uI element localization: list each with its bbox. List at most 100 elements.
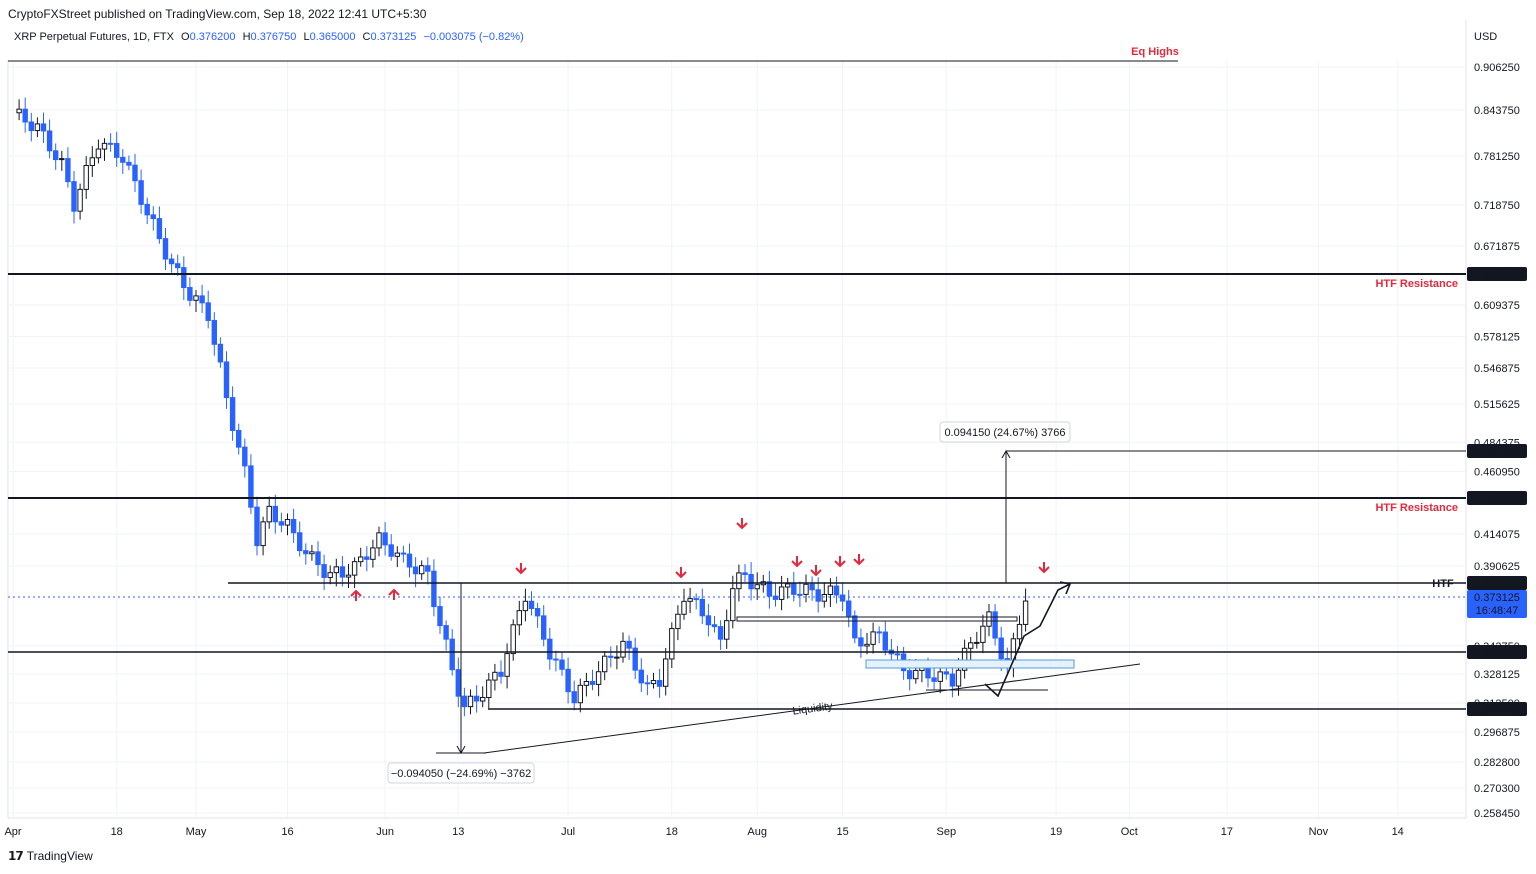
candle [846, 589, 852, 628]
candle-body [461, 695, 468, 708]
candle [132, 153, 138, 193]
candle [400, 545, 407, 563]
candle [333, 558, 340, 587]
open-value: 0.376200 [189, 31, 236, 43]
candle-body [687, 598, 693, 602]
candle [577, 678, 583, 713]
candle-body [242, 446, 248, 467]
candle-body [278, 521, 285, 526]
candle-body [516, 610, 522, 626]
price-tick: 0.781250 [1474, 151, 1520, 163]
candle-body [162, 238, 169, 260]
time-tick: May [186, 826, 207, 838]
candle-body [364, 556, 370, 560]
candle [382, 522, 388, 556]
candle [248, 454, 254, 514]
footer-brand: TradingView [26, 849, 93, 863]
candle-body [528, 600, 535, 610]
candle-body [412, 566, 419, 575]
candle-body [284, 518, 291, 526]
red-up-arrow-icon [388, 588, 400, 600]
candle-body [114, 142, 120, 158]
candle [278, 512, 285, 533]
candle [144, 197, 150, 225]
candle-body [968, 642, 974, 649]
candle-body [95, 148, 102, 159]
symbol-legend: XRP Perpetual Futures, 1D, FTX O0.376200… [14, 31, 524, 43]
candle [71, 170, 77, 224]
tradingview-footer: 𝟭𝟳 TradingView [8, 849, 93, 863]
candle-body [303, 550, 309, 555]
candle-body [175, 263, 181, 269]
target-measure-box [939, 421, 1071, 443]
candle [1016, 615, 1023, 649]
candle [961, 639, 968, 679]
candle-body [211, 319, 218, 345]
candle-body [486, 679, 492, 698]
liquidity-label: Liquidity [792, 700, 834, 717]
candle [669, 622, 675, 668]
candle-body [406, 553, 413, 568]
drawing-overlays: HTF Resistance HTF Resistance HTF Eq Highs 0… [8, 46, 1466, 784]
level-price-tag [1467, 645, 1527, 659]
candle-body [913, 669, 919, 680]
projection-path [984, 583, 1071, 698]
candle [589, 669, 596, 691]
candle-body [693, 598, 699, 601]
candle [168, 253, 175, 273]
candle-body [821, 594, 827, 602]
candle [571, 680, 577, 711]
candle-body [681, 600, 687, 615]
candle [480, 686, 486, 708]
candle-body [608, 655, 614, 658]
candle [656, 668, 663, 698]
candle [162, 228, 169, 271]
candle-body [431, 570, 437, 608]
candle [699, 588, 705, 625]
candle [364, 546, 370, 572]
price-tick: 0.609375 [1474, 300, 1520, 312]
candle [968, 636, 974, 661]
candle [675, 605, 681, 641]
candle [358, 547, 364, 567]
candle-body [132, 164, 138, 182]
red-down-arrow-icon [515, 563, 527, 575]
candle [760, 574, 766, 593]
time-tick: Sep [937, 826, 957, 838]
price-tick: 0.282800 [1474, 757, 1520, 769]
candle [236, 423, 242, 455]
candle [467, 689, 474, 715]
candle [681, 588, 687, 620]
candle-body [541, 615, 547, 640]
candle [22, 97, 28, 133]
candle-body [205, 302, 211, 321]
candle [498, 660, 504, 684]
candle-body [455, 669, 462, 697]
price-tick: 0.515625 [1474, 399, 1520, 411]
candle [742, 564, 748, 583]
candle-body [742, 572, 748, 576]
candle [193, 290, 199, 312]
candle [315, 541, 321, 577]
price-tick: 0.843750 [1474, 105, 1520, 117]
candlestick-series [16, 97, 1029, 717]
candle [516, 600, 522, 636]
eq-highs-label: Eq Highs [1131, 46, 1179, 58]
candle-body [803, 583, 809, 595]
time-tick: 14 [1392, 826, 1404, 838]
target-measure-label: 0.094150 (24.67%) 3766 [944, 427, 1065, 439]
candle [34, 117, 41, 138]
candle-body [492, 671, 498, 681]
currency-label: USD [1474, 31, 1497, 43]
time-tick: 18 [111, 826, 123, 838]
candle [425, 557, 431, 585]
candle [992, 604, 998, 646]
candle [809, 576, 815, 601]
candle-body [358, 556, 364, 563]
candle [419, 560, 425, 580]
candle-body [717, 626, 724, 640]
candle-body [71, 181, 77, 212]
candle-body [443, 625, 449, 640]
